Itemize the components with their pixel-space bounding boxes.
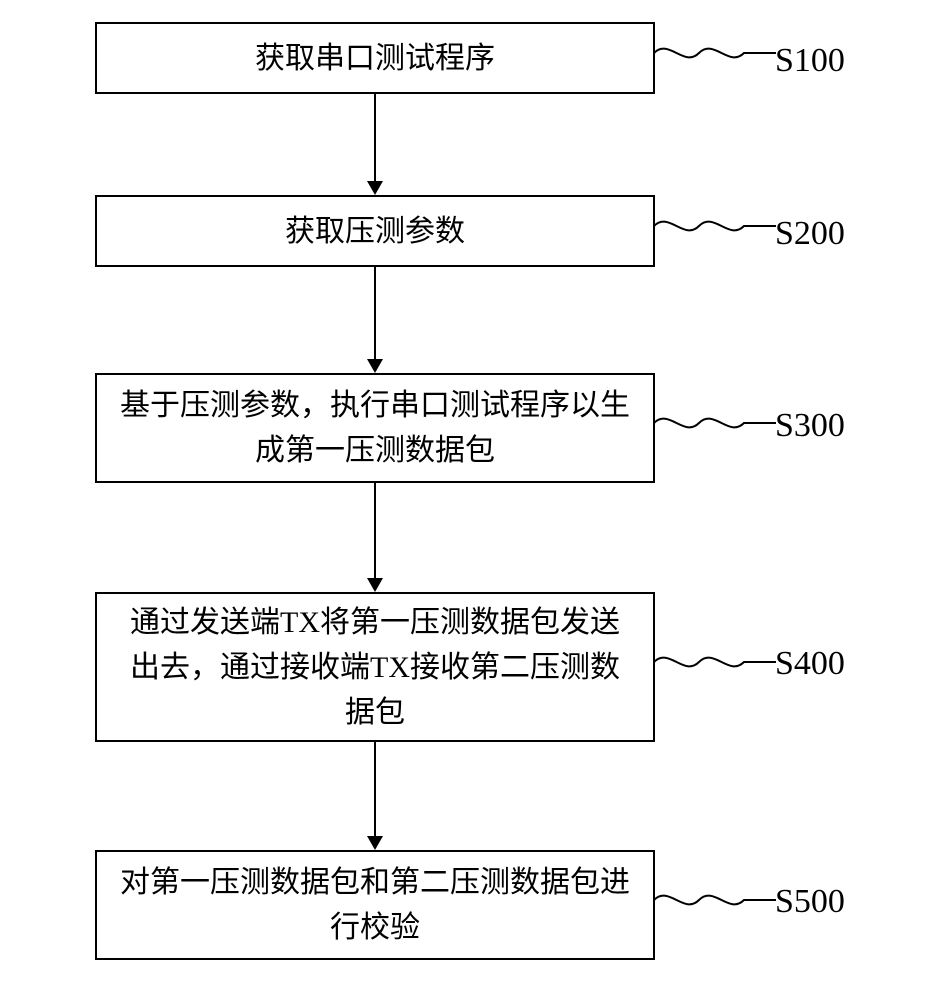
connector-s200 xyxy=(654,216,776,246)
flowchart-container: 获取串口测试程序 S100 获取压测参数 S200 基于压测参数，执行串口测试程序以生成… xyxy=(0,0,934,1000)
step-label-s100: S100 xyxy=(775,42,845,80)
arrow-head-s200-s300 xyxy=(367,359,383,373)
connector-s300 xyxy=(654,413,776,443)
step-text-s300: 基于压测参数，执行串口测试程序以生成第一压测数据包 xyxy=(117,383,633,473)
step-text-s100: 获取串口测试程序 xyxy=(255,36,495,81)
connector-s400 xyxy=(654,652,776,682)
step-box-s300: 基于压测参数，执行串口测试程序以生成第一压测数据包 xyxy=(95,373,655,483)
arrow-line-s100-s200 xyxy=(374,94,376,181)
step-box-s100: 获取串口测试程序 xyxy=(95,22,655,94)
step-box-s400: 通过发送端TX将第一压测数据包发送出去，通过接收端TX接收第二压测数据包 xyxy=(95,592,655,742)
step-text-s400: 通过发送端TX将第一压测数据包发送出去，通过接收端TX接收第二压测数据包 xyxy=(117,600,633,735)
arrow-head-s400-s500 xyxy=(367,836,383,850)
step-label-s300: S300 xyxy=(775,407,845,445)
arrow-head-s300-s400 xyxy=(367,578,383,592)
step-box-s500: 对第一压测数据包和第二压测数据包进行校验 xyxy=(95,850,655,960)
step-box-s200: 获取压测参数 xyxy=(95,195,655,267)
step-label-s200: S200 xyxy=(775,215,845,253)
arrow-line-s200-s300 xyxy=(374,267,376,359)
step-text-s200: 获取压测参数 xyxy=(285,209,465,254)
arrow-line-s400-s500 xyxy=(374,742,376,836)
connector-s100 xyxy=(654,43,776,73)
arrow-head-s100-s200 xyxy=(367,181,383,195)
step-label-s400: S400 xyxy=(775,645,845,683)
step-text-s500: 对第一压测数据包和第二压测数据包进行校验 xyxy=(117,860,633,950)
step-label-s500: S500 xyxy=(775,883,845,921)
arrow-line-s300-s400 xyxy=(374,483,376,578)
connector-s500 xyxy=(654,890,776,920)
